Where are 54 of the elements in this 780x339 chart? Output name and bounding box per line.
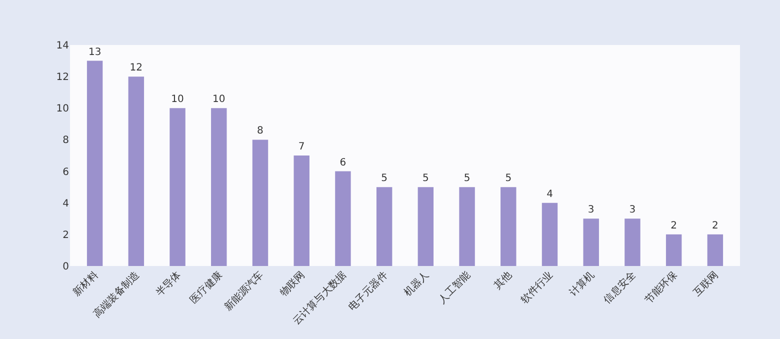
data-label: 10 [212,94,226,106]
data-label: 3 [629,204,636,216]
bar [211,108,227,266]
data-label: 5 [381,173,388,184]
bar [707,234,724,266]
y-tick-label: 0 [62,262,69,272]
bar [418,187,434,266]
y-tick-label: 2 [62,230,69,241]
bar [170,108,186,266]
y-tick-label: 6 [62,166,69,178]
data-label: 6 [340,157,346,168]
data-label: 5 [464,173,470,184]
x-tick-label: 电子元器件 [346,269,390,314]
data-label: 8 [257,126,264,137]
data-label: 13 [88,46,102,58]
data-label: 5 [422,173,429,184]
x-tick-label: 互联网 [691,269,721,299]
x-tick-label: 医疗健康 [188,269,225,306]
x-tick-label: 半导体 [153,269,184,299]
y-tick-label: 12 [56,72,69,84]
y-tick-label: 4 [62,198,69,210]
data-label: 10 [171,94,184,106]
y-tick-label: 14 [56,40,69,52]
data-label: 2 [712,220,718,232]
data-label: 2 [670,220,678,232]
x-tick-label: 机器人 [402,269,432,299]
x-tick-label: 物联网 [278,269,308,299]
bar [459,187,475,266]
y-tick-label: 10 [56,104,69,115]
x-tick-label: 计算机 [567,269,597,299]
x-tick-label: 其他 [491,269,514,292]
bar [624,218,640,266]
data-label: 5 [505,173,512,184]
data-label: 12 [130,62,143,74]
x-tick-label: 新材料 [70,269,100,299]
x-tick-label: 节能环保 [642,269,680,306]
bar [376,187,392,266]
y-tick-label: 8 [62,135,69,146]
bar [86,60,103,266]
bar [500,187,516,266]
x-tick-label: 信息安全 [601,269,638,306]
x-tick-label: 人工智能 [436,269,473,306]
bar [335,171,351,266]
data-label: 3 [588,204,594,216]
bar [294,156,310,266]
x-tick-label: 新能源汽车 [222,269,266,314]
x-tick-label: 软件行业 [518,269,556,306]
bar [583,218,599,266]
data-label: 4 [546,188,553,200]
bar [542,202,558,266]
data-label: 7 [298,142,305,152]
bar [128,76,144,266]
bar [252,140,268,266]
bar [666,234,682,266]
